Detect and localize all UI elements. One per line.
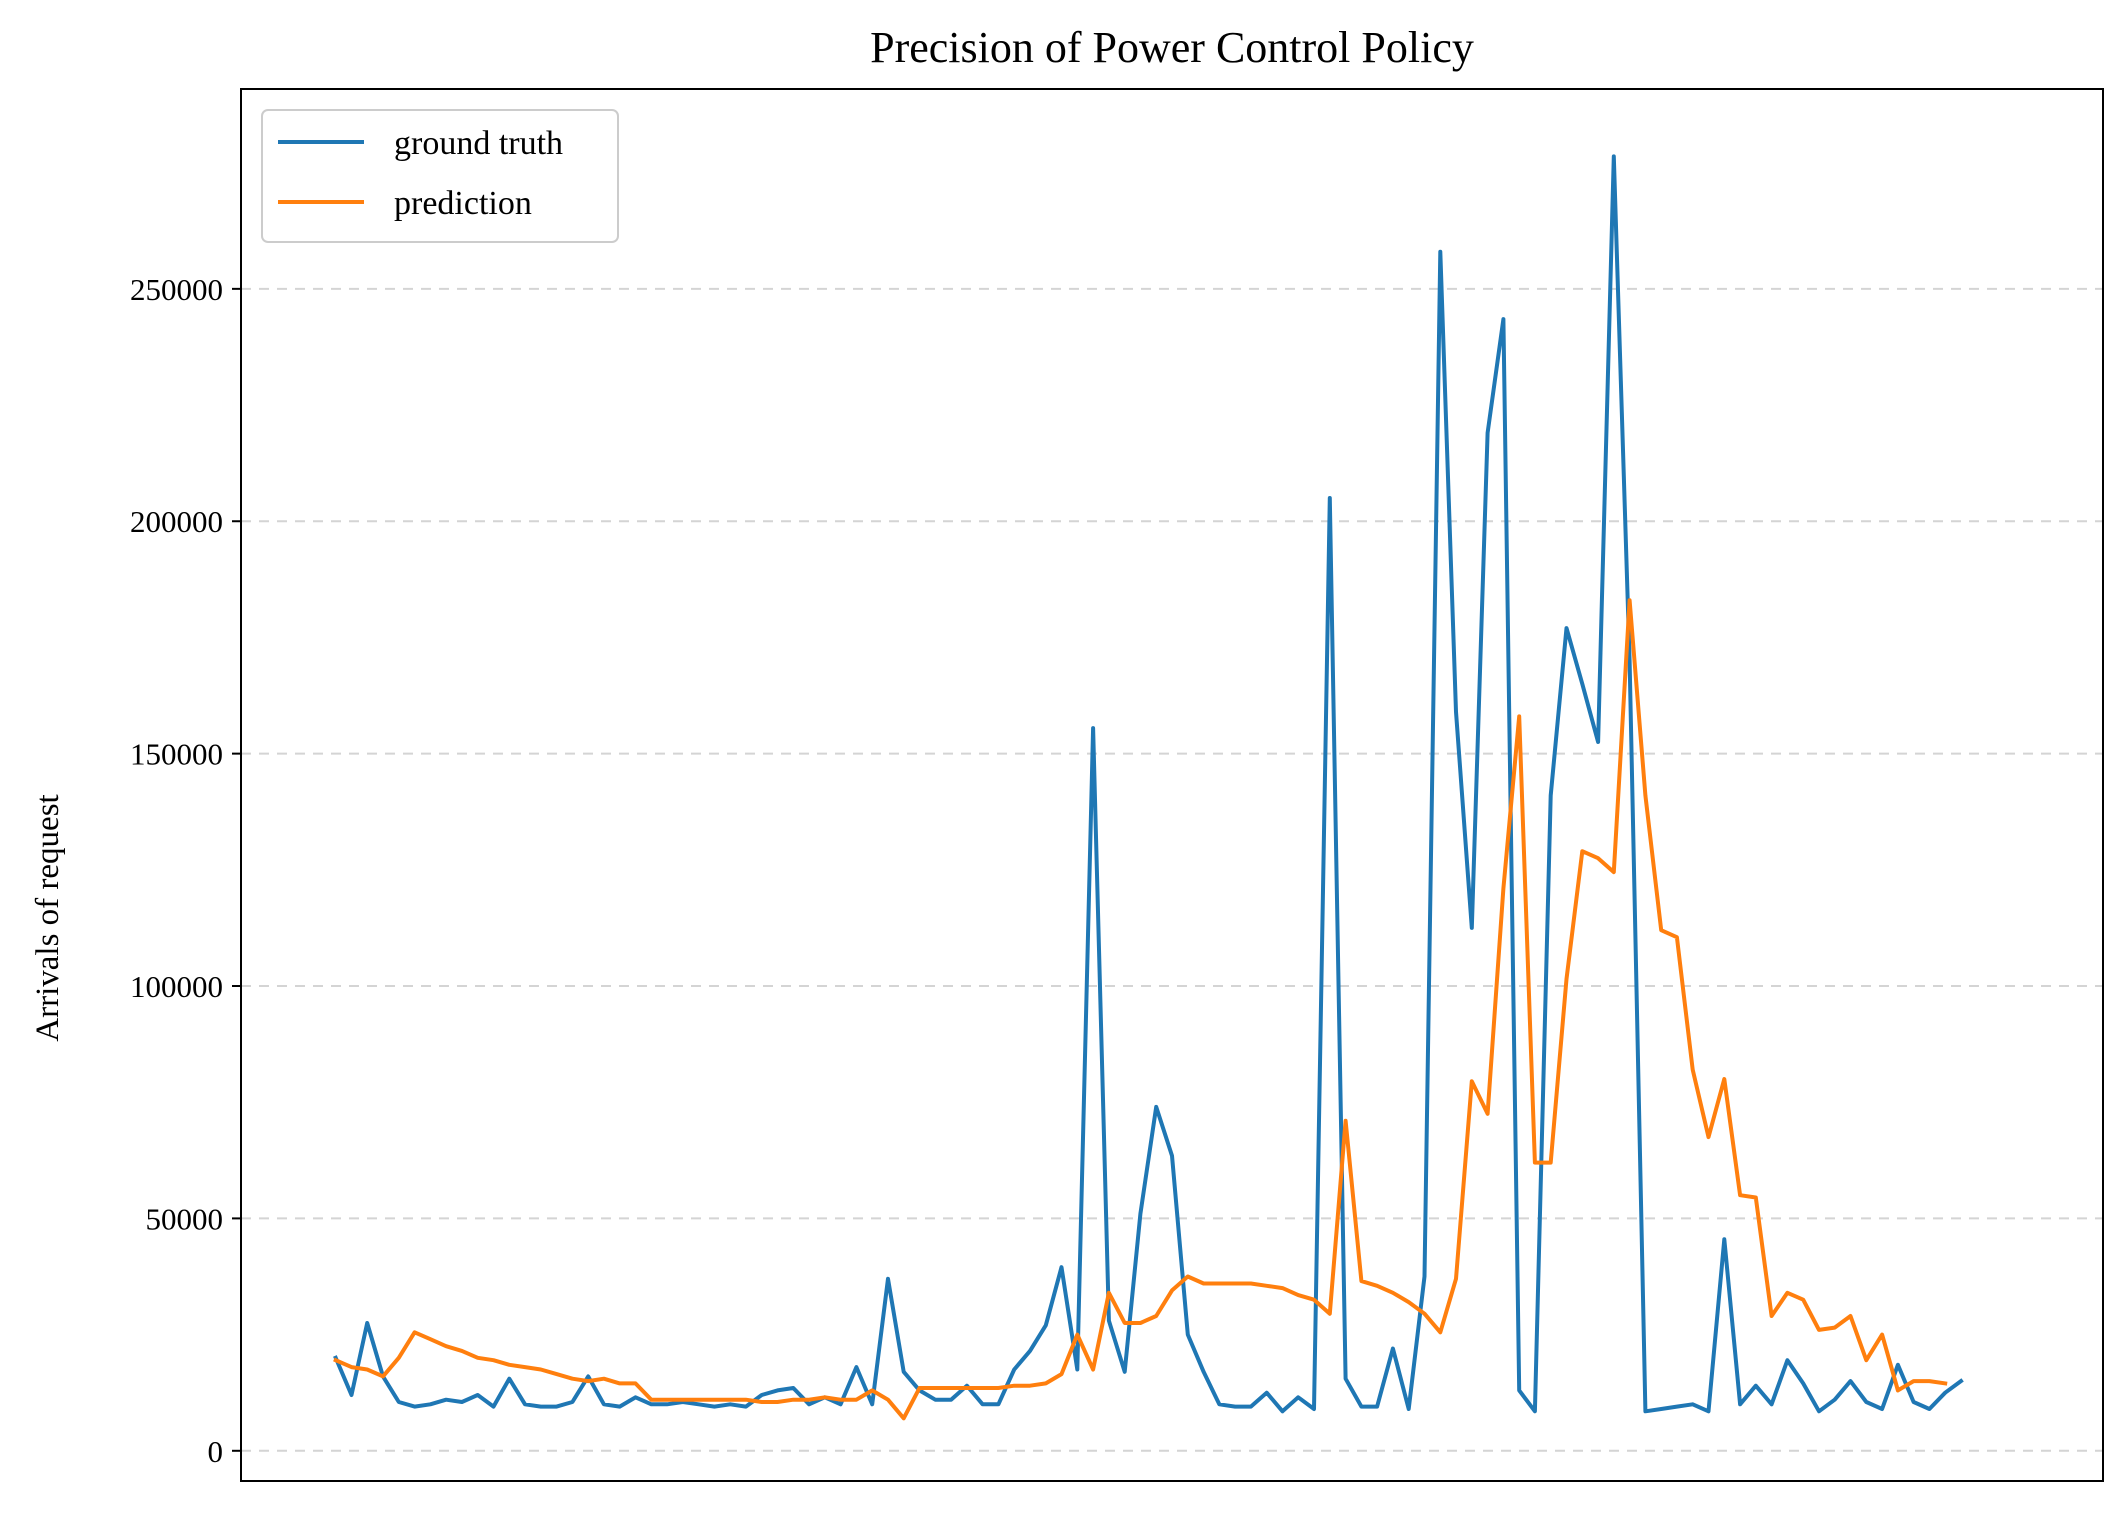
legend-label-ground-truth: ground truth xyxy=(394,125,563,162)
series-line-ground-truth xyxy=(333,154,1964,1414)
grid-lines xyxy=(241,287,2103,1452)
y-tick-label: 100000 xyxy=(130,969,223,1004)
y-tick-label: 200000 xyxy=(130,504,223,539)
chart-title: Precision of Power Control Policy xyxy=(870,23,1474,72)
y-axis-ticks: 0 50000 100000 150000 200000 250000 xyxy=(130,272,241,1469)
y-tick-label: 0 xyxy=(208,1434,224,1469)
y-tick-label: 150000 xyxy=(130,737,223,772)
y-tick-label: 50000 xyxy=(146,1201,224,1236)
series-line-prediction xyxy=(333,598,1948,1421)
y-axis-label: Arrivals of request xyxy=(30,794,66,1041)
series-lines xyxy=(333,154,1964,1421)
plot-frame xyxy=(240,88,2104,1482)
y-tick-label: 250000 xyxy=(130,272,223,307)
legend: ground truth prediction xyxy=(261,109,619,243)
legend-label-prediction: prediction xyxy=(394,185,532,222)
